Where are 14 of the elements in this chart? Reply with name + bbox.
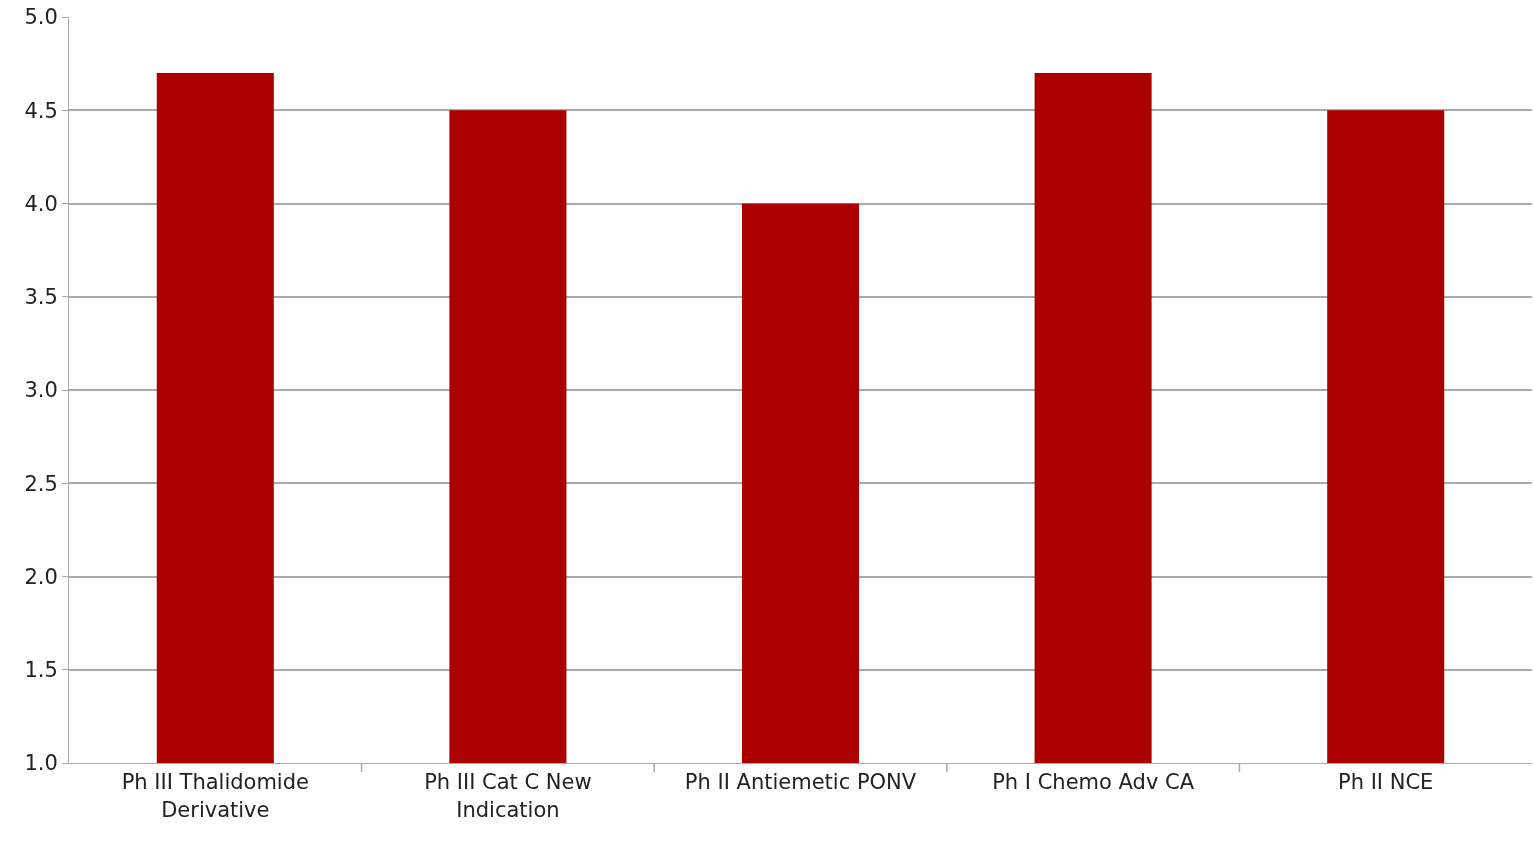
y-tick-label: 2.0 — [24, 564, 58, 589]
x-tick-label: Ph III Thalidomide Derivative — [121, 770, 309, 822]
y-tick-label: 1.5 — [24, 658, 58, 683]
y-tick-label: 4.0 — [24, 191, 58, 216]
x-tick-label: Ph I Chemo Adv CA — [992, 770, 1195, 795]
x-tick-label: Ph III Cat C New Indication — [424, 770, 592, 822]
y-tick-label: 3.5 — [24, 285, 58, 310]
x-tick-label: Ph II NCE — [1338, 770, 1434, 795]
y-tick-label: 5.0 — [24, 5, 58, 30]
x-tick-label: Ph II Antiemetic PONV — [684, 770, 917, 795]
y-tick-label: 2.5 — [24, 471, 58, 496]
y-tick-label: 3.0 — [24, 378, 58, 403]
y-tick-label: 1.0 — [24, 751, 58, 776]
y-tick-label: 4.5 — [24, 98, 58, 123]
